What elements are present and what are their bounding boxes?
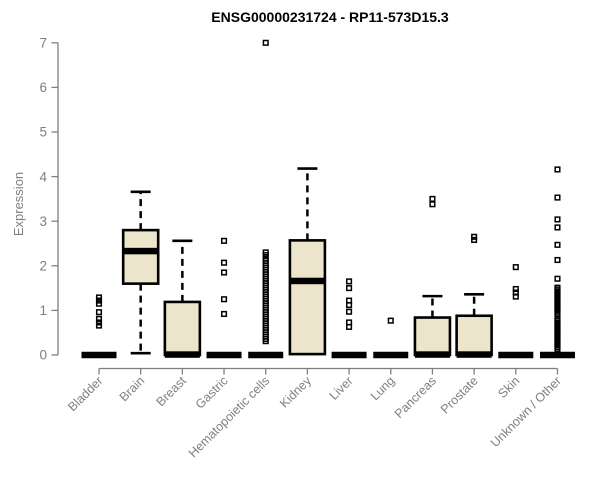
x-tick-label: Bladder — [65, 374, 105, 414]
median-bar — [331, 351, 367, 359]
outlier-point — [554, 241, 561, 248]
box-group-gastric — [206, 237, 242, 359]
x-tick-label: Kidney — [277, 373, 314, 410]
outlier-point — [554, 256, 561, 264]
median-bar — [164, 351, 200, 358]
y-tick-label: 4 — [39, 169, 47, 184]
iqr-box — [163, 300, 202, 357]
outlier-point — [220, 269, 228, 276]
iqr-box — [121, 228, 160, 285]
box-group-pancreas — [413, 195, 452, 358]
outlier-point — [554, 216, 561, 223]
x-tick-label: Skin — [495, 374, 522, 401]
x-tick-label: Prostate — [438, 374, 481, 417]
outlier-point — [220, 237, 228, 244]
median-bar — [539, 351, 575, 359]
y-tick-label: 7 — [39, 36, 47, 51]
outlier-point — [512, 285, 519, 293]
outlier-point — [95, 300, 103, 307]
outlier-point — [95, 309, 103, 316]
outlier-point — [512, 264, 519, 271]
y-tick-label: 5 — [39, 125, 47, 140]
median-bar — [456, 351, 492, 358]
outlier-point — [387, 317, 394, 324]
outlier-point — [554, 346, 561, 353]
outlier-point — [95, 294, 103, 301]
box-group-breast — [163, 239, 202, 358]
outlier-point — [471, 233, 478, 240]
x-tick-label: Hematopoietic cells — [186, 374, 273, 461]
outlier-point — [554, 275, 561, 282]
outlier-point — [429, 201, 436, 208]
y-tick-label: 1 — [39, 303, 47, 318]
outlier-point — [429, 195, 436, 202]
outlier-point — [346, 278, 353, 285]
y-tick-label: 2 — [39, 259, 47, 274]
box-group-liver — [331, 278, 367, 359]
x-tick-label: Brain — [117, 374, 148, 405]
box-group-kidney — [288, 167, 327, 356]
iqr-box — [288, 239, 327, 356]
outlier-point — [346, 308, 353, 315]
outlier-point — [346, 323, 353, 330]
outlier-point — [262, 252, 269, 259]
x-tick-label: Liver — [327, 374, 356, 403]
y-axis: 0 1 2 3 4 5 6 7 — [39, 36, 59, 363]
outlier-point — [346, 285, 353, 292]
outlier-point — [95, 319, 103, 326]
box-group-brain — [121, 190, 160, 355]
x-tick-label: Breast — [154, 373, 190, 409]
median-bar — [123, 247, 159, 255]
iqr-box — [455, 314, 493, 357]
outlier-point — [554, 166, 561, 173]
y-tick-label: 3 — [39, 214, 47, 229]
outlier-point — [95, 297, 103, 304]
outlier-point — [220, 310, 228, 318]
median-bar — [248, 351, 284, 359]
box-group-hematopoietic-cells — [248, 39, 284, 359]
outlier-point — [220, 296, 228, 303]
box-group-prostate — [455, 233, 493, 358]
iqr-box — [413, 316, 452, 357]
median-bar — [414, 351, 450, 358]
x-tick-label: Unknown / Other — [488, 374, 564, 450]
box-group-bladder — [81, 294, 117, 359]
x-tick-label: Gastric — [193, 374, 231, 412]
chart-title: ENSG00000231724 - RP11-573D15.3 — [211, 9, 449, 25]
y-tick-label: 0 — [39, 348, 47, 363]
box-group-lung — [373, 317, 409, 359]
box-group-skin — [498, 264, 534, 359]
median-bar — [206, 351, 242, 359]
median-bar — [289, 277, 325, 285]
outlier-point — [95, 322, 103, 329]
outlier-point — [512, 293, 519, 300]
outlier-point — [346, 301, 353, 309]
box-group-unknown-other — [539, 166, 575, 359]
median-bar — [373, 351, 409, 359]
median-bar — [81, 351, 117, 359]
median-bar — [498, 351, 534, 359]
y-tick-label: 6 — [39, 80, 47, 95]
outlier-point — [554, 224, 561, 231]
outlier-point — [220, 259, 228, 266]
outlier-point — [95, 315, 103, 322]
x-tick-label: Lung — [368, 374, 398, 404]
outlier-point — [471, 236, 478, 243]
outlier-point — [554, 194, 561, 201]
x-tick-label: Pancreas — [392, 374, 439, 421]
outlier-point — [262, 39, 269, 46]
outlier-point — [262, 338, 269, 345]
